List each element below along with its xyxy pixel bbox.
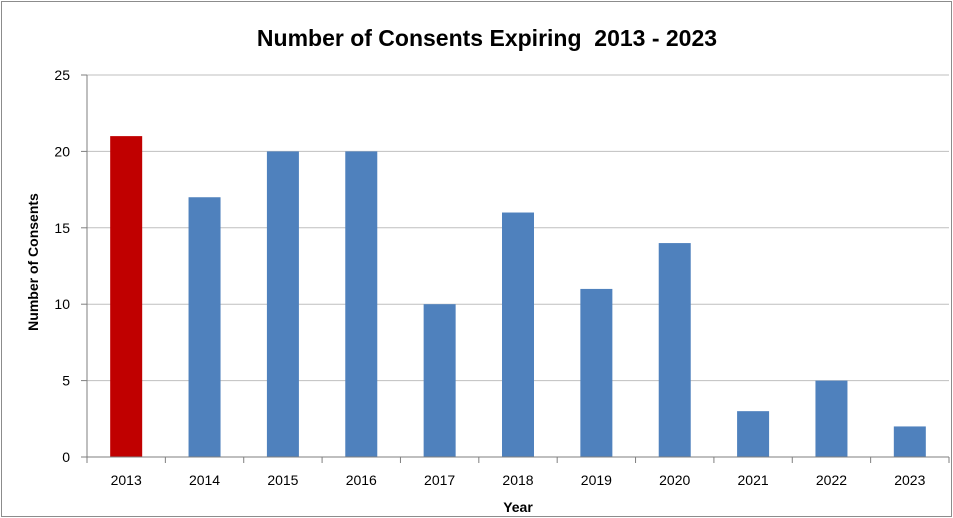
- bar-2023: [893, 426, 926, 457]
- x-tick-label: 2019: [581, 472, 612, 488]
- x-tick-label: 2016: [346, 472, 377, 488]
- x-tick-label: 2021: [738, 472, 769, 488]
- bar-2013: [110, 136, 143, 457]
- y-tick-label: 25: [54, 67, 70, 83]
- y-tick-label: 0: [62, 449, 70, 465]
- bar-2020: [658, 243, 691, 457]
- bar-2015: [266, 151, 299, 457]
- y-tick-label: 5: [62, 373, 70, 389]
- bar-2021: [737, 411, 770, 457]
- bar-2016: [345, 151, 378, 457]
- x-tick-labels: 2013 2014 2015 2016 2017 2018 2019 2020 2021 2022…: [111, 472, 926, 488]
- x-tick-label: 2020: [659, 472, 690, 488]
- x-tick-label: 2022: [816, 472, 847, 488]
- x-tick-label: 2017: [424, 472, 455, 488]
- bar-2022: [815, 380, 848, 457]
- x-tick-label: 2023: [894, 472, 925, 488]
- bar-2019: [580, 288, 613, 457]
- y-axis-label: Number of Consents: [25, 193, 41, 331]
- x-tick-label: 2018: [502, 472, 533, 488]
- y-tick-labels: 0 5 10 15 20 25: [54, 67, 87, 465]
- bar-2014: [188, 197, 221, 458]
- y-tick-label: 20: [54, 143, 70, 159]
- bar-2018: [502, 212, 534, 457]
- x-tick-label: 2014: [189, 472, 220, 488]
- axes: [86, 75, 950, 463]
- chart-title: Number of Consents Expiring 2013 - 2023: [257, 25, 717, 51]
- y-tick-label: 15: [54, 220, 70, 236]
- y-tick-label: 10: [54, 296, 70, 312]
- x-tick-label: 2013: [111, 472, 142, 488]
- bar-2017: [423, 304, 456, 457]
- bars: [110, 136, 926, 458]
- x-axis-label: Year: [503, 499, 533, 515]
- x-tick-label: 2015: [267, 472, 298, 488]
